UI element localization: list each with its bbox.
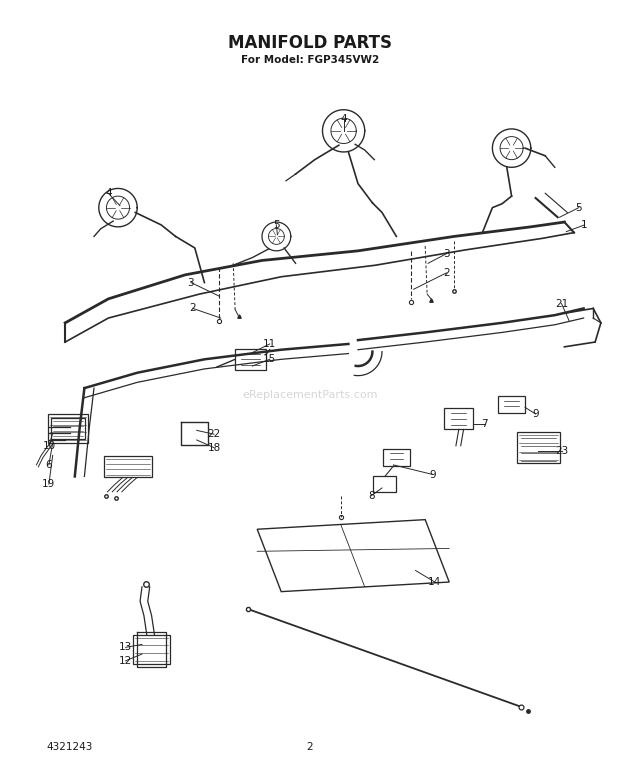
Text: 10: 10 <box>42 441 55 450</box>
Text: 23: 23 <box>555 446 568 456</box>
Text: 12: 12 <box>119 656 132 665</box>
Text: 9: 9 <box>430 469 436 479</box>
Text: 15: 15 <box>263 354 277 364</box>
Text: MANIFOLD PARTS: MANIFOLD PARTS <box>228 34 392 52</box>
Bar <box>48 414 88 443</box>
Text: 4: 4 <box>340 114 347 124</box>
Text: For Model: FGP345VW2: For Model: FGP345VW2 <box>241 55 379 65</box>
Bar <box>104 456 152 477</box>
Text: 22: 22 <box>207 429 221 439</box>
Bar <box>235 349 266 370</box>
Bar <box>383 449 410 466</box>
Text: 14: 14 <box>428 577 441 587</box>
Text: 8: 8 <box>368 490 374 500</box>
Text: 19: 19 <box>42 479 56 489</box>
Bar <box>517 432 560 463</box>
Bar <box>445 408 473 429</box>
Text: 13: 13 <box>119 642 132 652</box>
Text: 4321243: 4321243 <box>46 742 92 752</box>
Text: 2: 2 <box>443 268 449 278</box>
Text: 7: 7 <box>481 418 488 429</box>
Text: 9: 9 <box>533 409 539 419</box>
Text: 4: 4 <box>105 188 112 199</box>
Bar <box>498 396 525 413</box>
Text: 21: 21 <box>555 299 568 309</box>
Text: 3: 3 <box>443 249 449 259</box>
Text: 2: 2 <box>190 303 196 314</box>
Bar <box>373 476 396 492</box>
Text: eReplacementParts.com: eReplacementParts.com <box>242 390 378 400</box>
Text: 11: 11 <box>263 339 277 349</box>
Bar <box>133 635 170 664</box>
Text: 6: 6 <box>45 460 52 470</box>
Text: 2: 2 <box>307 742 313 752</box>
Text: 3: 3 <box>188 278 194 288</box>
Text: 18: 18 <box>207 443 221 453</box>
Text: 1: 1 <box>581 220 588 230</box>
Text: 5: 5 <box>575 203 582 213</box>
Text: 5: 5 <box>273 220 280 230</box>
Bar <box>51 418 85 439</box>
